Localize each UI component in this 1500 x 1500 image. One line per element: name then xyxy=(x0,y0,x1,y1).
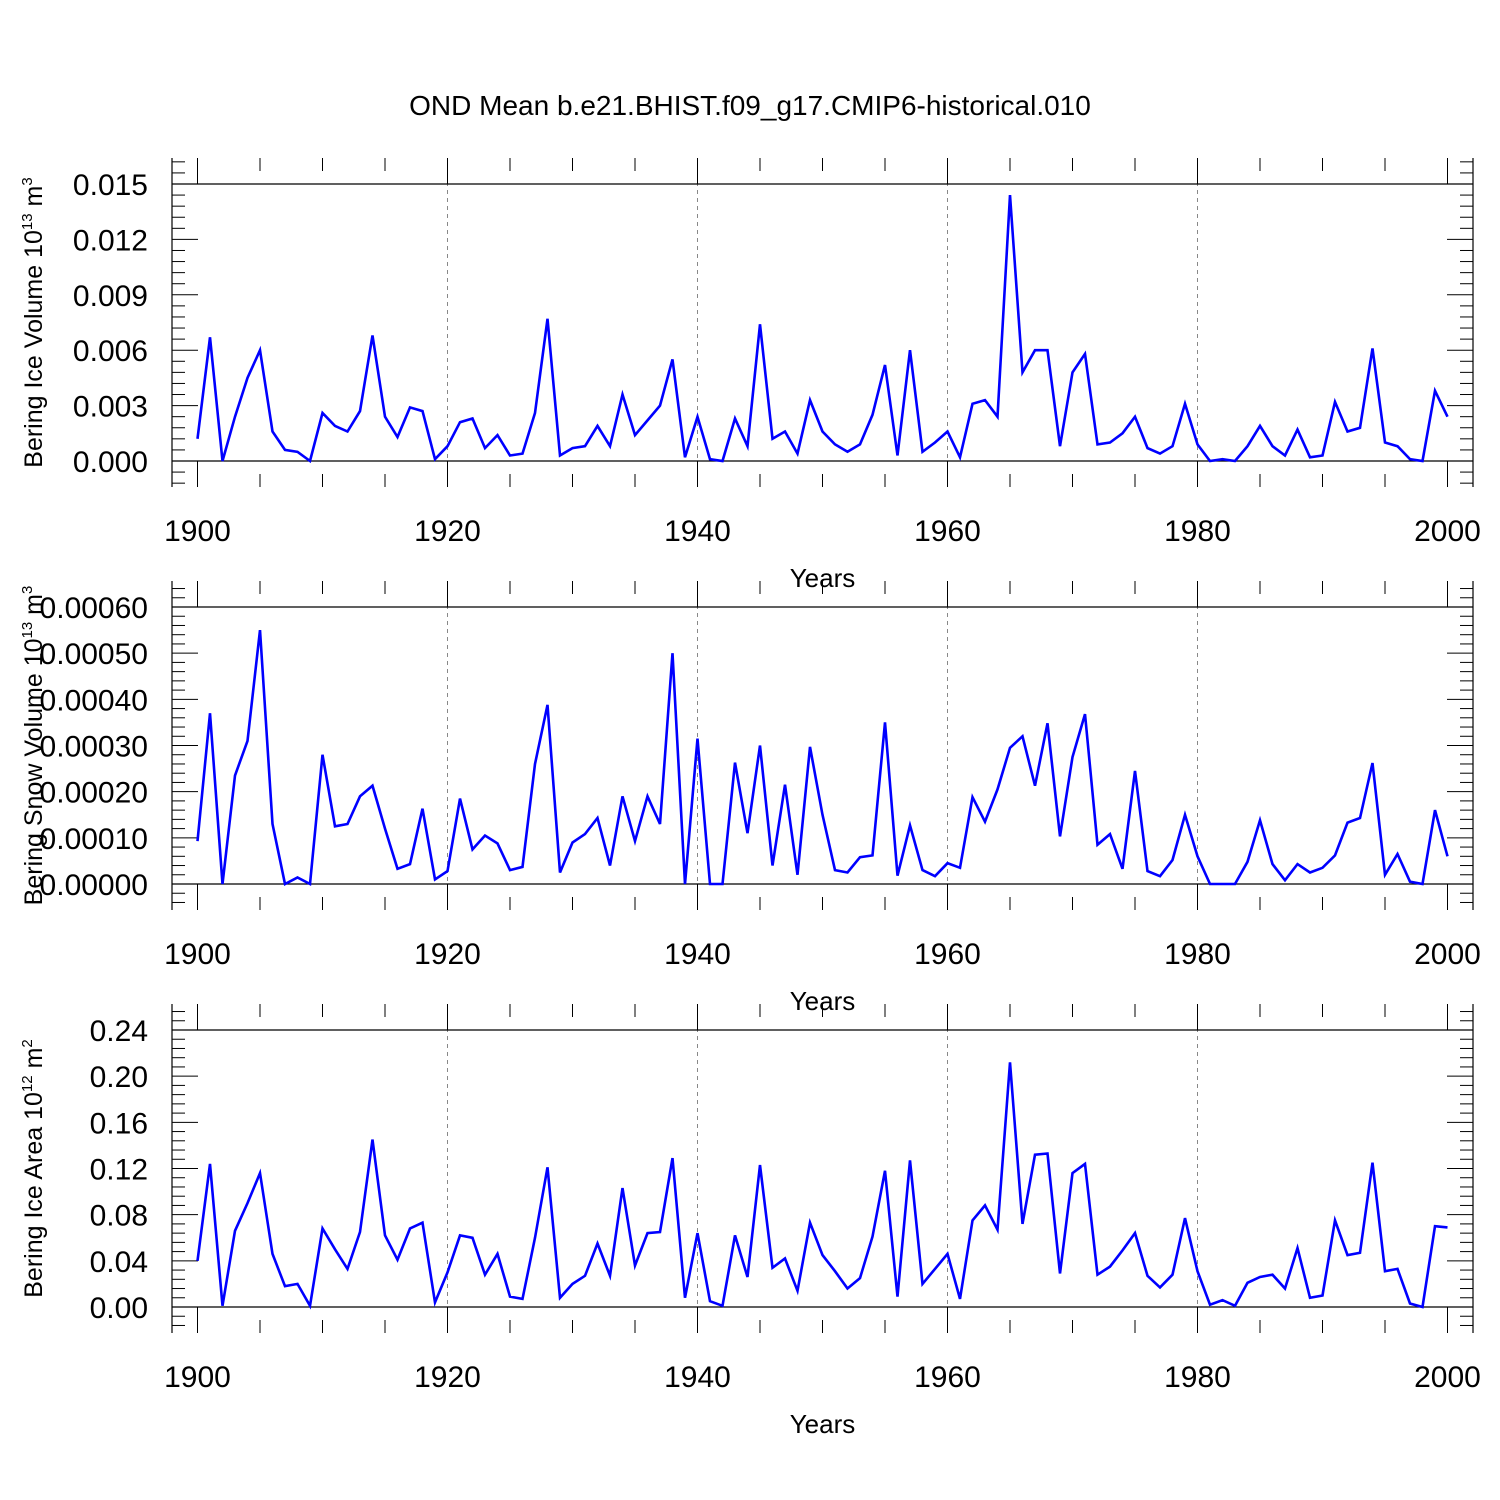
y-axis-label: Bering Snow Volume 1013 m3 xyxy=(19,586,48,906)
y-tick-label: 0.00020 xyxy=(40,777,148,810)
panel-ice-area: 0.00 0.04 0.08 0.12 0.16 0.20 0.24 1900 1920 1940… xyxy=(19,1004,1481,1439)
y-tick-label: 0.24 xyxy=(90,1015,148,1048)
x-axis-label: Years xyxy=(790,1409,856,1439)
y-tick-label: 0.16 xyxy=(90,1107,148,1140)
x-tick-label: 1900 xyxy=(164,1361,231,1394)
y-tick-label: 0.00060 xyxy=(40,592,148,625)
figure-title: OND Mean b.e21.BHIST.f09_g17.CMIP6-histo… xyxy=(409,90,1091,121)
x-tick-label: 2000 xyxy=(1414,938,1481,971)
x-tick-label: 1920 xyxy=(414,515,481,548)
x-tick-label: 1960 xyxy=(914,1361,981,1394)
panel-snow-volume: 0.00000 0.00010 0.00020 0.00030 0.00040 0.000… xyxy=(19,581,1481,1016)
x-tick-label: 1940 xyxy=(664,938,731,971)
y-axis-label: Bering Ice Area 1012 m2 xyxy=(19,1039,48,1298)
series-line xyxy=(196,629,1449,887)
y-tick-label: 0.12 xyxy=(90,1154,148,1187)
x-tick-label: 1980 xyxy=(1164,515,1231,548)
y-tick-label: 0.00040 xyxy=(40,684,148,717)
x-tick-label: 2000 xyxy=(1414,515,1481,548)
y-tick-label: 0.006 xyxy=(73,335,148,368)
y-tick-label: 0.009 xyxy=(73,280,148,313)
x-tick-label: 1900 xyxy=(164,515,231,548)
y-tick-label: 0.04 xyxy=(90,1246,148,1279)
x-tick-label: 2000 xyxy=(1414,1361,1481,1394)
y-tick-label: 0.00000 xyxy=(40,869,148,902)
y-tick-label: 0.00030 xyxy=(40,731,148,764)
y-tick-label: 0.012 xyxy=(73,224,148,257)
y-tick-label: 0.00010 xyxy=(40,823,148,856)
x-tick-label: 1940 xyxy=(664,515,731,548)
panel-ice-volume: 0.000 0.003 0.006 0.009 0.012 0.015 1900 1920 19… xyxy=(19,158,1481,593)
x-tick-label: 1920 xyxy=(414,1361,481,1394)
y-tick-label: 0.00 xyxy=(90,1292,148,1325)
y-axis-label: Bering Ice Volume 1013 m3 xyxy=(19,177,48,467)
series-line xyxy=(196,1062,1448,1310)
x-tick-label: 1960 xyxy=(914,938,981,971)
y-tick-label: 0.003 xyxy=(73,391,148,424)
x-tick-label: 1940 xyxy=(664,1361,731,1394)
y-tick-label: 0.08 xyxy=(90,1200,148,1233)
x-tick-label: 1900 xyxy=(164,938,231,971)
series-line xyxy=(196,195,1449,464)
y-tick-label: 0.00050 xyxy=(40,638,148,671)
y-tick-label: 0.015 xyxy=(73,169,148,202)
x-tick-label: 1980 xyxy=(1164,1361,1231,1394)
y-tick-label: 0.20 xyxy=(90,1061,148,1094)
x-tick-label: 1920 xyxy=(414,938,481,971)
y-tick-label: 0.000 xyxy=(73,446,148,479)
x-tick-label: 1980 xyxy=(1164,938,1231,971)
x-tick-label: 1960 xyxy=(914,515,981,548)
